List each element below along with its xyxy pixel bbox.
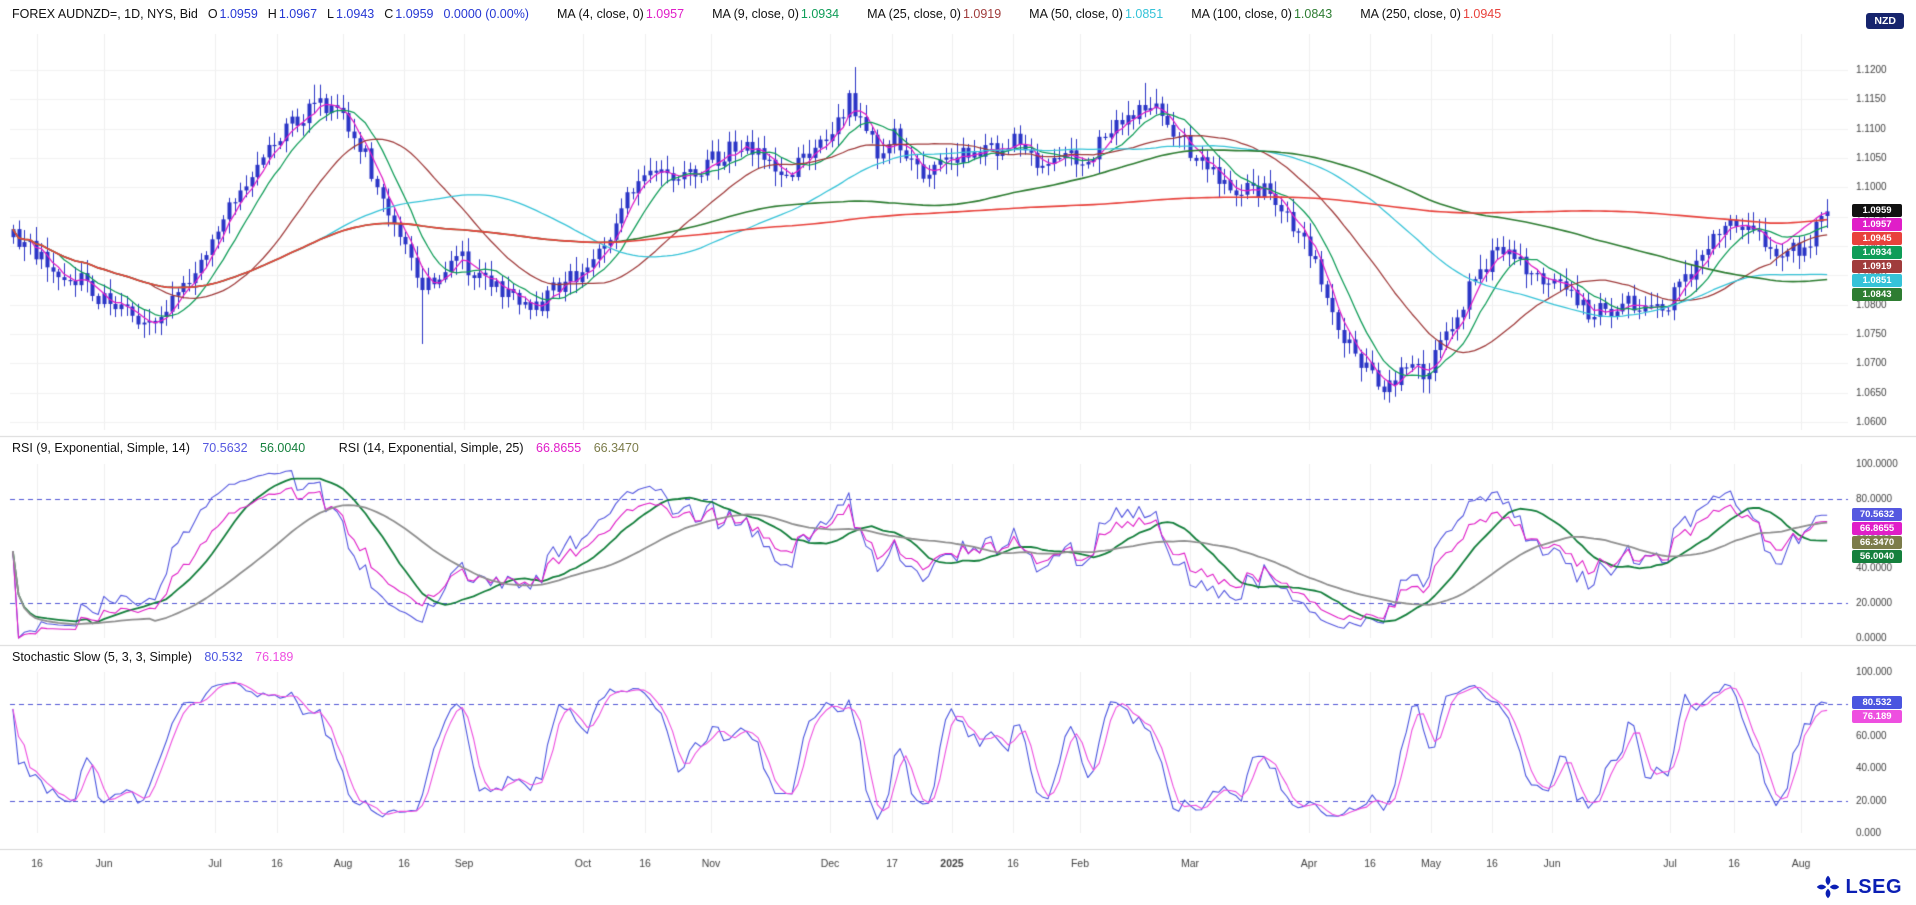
rsi-axis-badge: 66.8655	[1852, 522, 1902, 536]
rsi9-title: RSI (9, Exponential, Simple, 14)	[12, 441, 190, 455]
rsi-axis-badge: 70.5632	[1852, 508, 1902, 522]
lseg-crest-icon	[1816, 875, 1839, 899]
ma-legend-ma100[interactable]: MA (100, close, 0) 1.0843	[1191, 7, 1333, 21]
rsi14-value: 66.8655	[536, 441, 582, 455]
lseg-logo: LSEG	[1816, 875, 1902, 899]
price-axis-badge: 1.0957	[1852, 218, 1902, 232]
stochastic-d-value: 76.189	[255, 650, 294, 664]
stoch-axis-badge: 80.532	[1852, 696, 1902, 710]
price-axis-badge: 1.0851	[1852, 274, 1902, 288]
instrument-title: FOREX AUDNZD=, 1D, NYS, Bid	[12, 7, 198, 21]
rsi14-signal-value: 66.3470	[593, 441, 639, 455]
stochastic-legend[interactable]: Stochastic Slow (5, 3, 3, Simple) 80.532…	[12, 650, 293, 664]
price-axis-badge: 1.0919	[1852, 260, 1902, 274]
ma-legend-ma50[interactable]: MA (50, close, 0) 1.0851	[1029, 7, 1164, 21]
stochastic-title: Stochastic Slow (5, 3, 3, Simple)	[12, 650, 192, 664]
rsi9-value: 70.5632	[202, 441, 248, 455]
price-axis-badge: 1.0945	[1852, 232, 1902, 246]
price-axis-badge: 1.0843	[1852, 288, 1902, 302]
ohlc-open: O 1.0959	[207, 7, 258, 21]
stochastic-k-value: 80.532	[204, 650, 243, 664]
ohlc-high: H 1.0967	[267, 7, 318, 21]
ohlc-close: C 1.0959	[384, 7, 434, 21]
chart-legend-bar: FOREX AUDNZD=, 1D, NYS, Bid O 1.0959 H 1.0…	[12, 7, 1501, 21]
price-axis-badge: 1.0934	[1852, 246, 1902, 260]
rsi14-title: RSI (14, Exponential, Simple, 25)	[338, 441, 524, 455]
ma-legend-ma25[interactable]: MA (25, close, 0) 1.0919	[867, 7, 1002, 21]
ma-legend-ma9[interactable]: MA (9, close, 0) 1.0934	[712, 7, 840, 21]
rsi-axis-badge: 56.0040	[1852, 550, 1902, 564]
stoch-axis-badge: 76.189	[1852, 710, 1902, 724]
price-axis-badge: 1.0959	[1852, 204, 1902, 218]
rsi9-signal-value: 56.0040	[260, 441, 306, 455]
change-value: 0.0000 (0.00%)	[443, 7, 529, 21]
ma-legend-ma4[interactable]: MA (4, close, 0) 1.0957	[556, 7, 685, 21]
rsi-legend[interactable]: RSI (9, Exponential, Simple, 14) 70.5632…	[12, 441, 639, 455]
currency-badge[interactable]: NZD	[1866, 13, 1904, 29]
ohlc-low: L 1.0943	[327, 7, 375, 21]
rsi-axis-badge: 66.3470	[1852, 536, 1902, 550]
lseg-logo-text: LSEG	[1845, 875, 1902, 898]
ma-legend-ma250[interactable]: MA (250, close, 0) 1.0945	[1360, 7, 1502, 21]
